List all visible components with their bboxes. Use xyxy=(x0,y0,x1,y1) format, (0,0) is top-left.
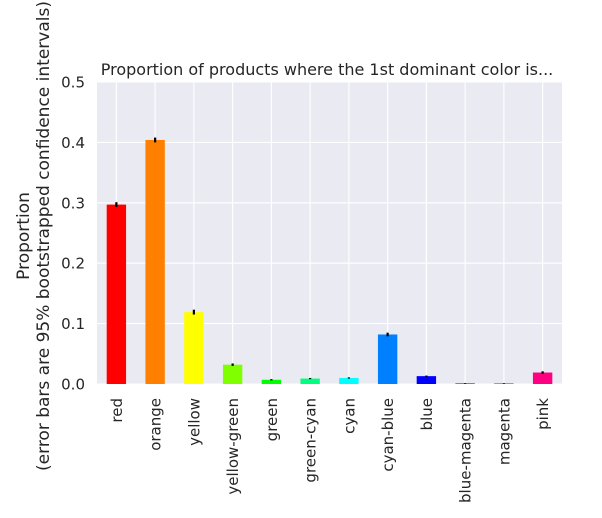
bar-green xyxy=(261,379,282,384)
y-tick-label: 0.3 xyxy=(61,194,85,212)
bars xyxy=(106,139,553,384)
bar-yellow-green xyxy=(222,364,243,384)
x-tick-label-pink: pink xyxy=(534,398,552,430)
x-tick-label-blue-magenta: blue-magenta xyxy=(457,398,475,503)
x-tick-label-magenta: magenta xyxy=(495,398,513,465)
bar-blue xyxy=(416,376,437,384)
y-tick-label: 0.4 xyxy=(61,134,85,152)
x-tick-label-orange: orange xyxy=(147,398,165,451)
x-tick-label-yellow: yellow xyxy=(185,398,203,446)
x-tick-label-green-cyan: green-cyan xyxy=(302,398,320,483)
bar-green-cyan xyxy=(300,378,320,384)
x-tick-label-cyan: cyan xyxy=(340,398,358,434)
x-tick-label-blue: blue xyxy=(418,398,436,430)
y-axis-label-line2: (error bars are 95% bootstrapped confide… xyxy=(34,1,54,471)
y-tick-label: 0.0 xyxy=(61,376,85,394)
x-tick-label-green: green xyxy=(263,398,281,441)
bar-orange xyxy=(145,139,165,384)
bar-cyan-blue xyxy=(377,334,398,384)
chart-title: Proportion of products where the 1st dom… xyxy=(101,60,554,79)
x-tick-label-yellow-green: yellow-green xyxy=(224,398,242,495)
x-tick-label-cyan-blue: cyan-blue xyxy=(379,398,397,472)
y-tick-label: 0.5 xyxy=(61,74,85,92)
bar-pink xyxy=(532,372,553,384)
y-tick-label: 0.1 xyxy=(61,315,85,333)
bar-cyan xyxy=(339,377,359,384)
x-tick-label-red: red xyxy=(108,398,126,423)
bar-yellow xyxy=(184,312,204,384)
y-tick-labels: 0.0 0.1 0.2 0.3 0.4 0.5 xyxy=(61,74,85,394)
bar-red xyxy=(106,204,127,384)
y-tick-label: 0.2 xyxy=(61,255,85,273)
error-bars xyxy=(115,137,544,384)
x-tick-labels: red orange yellow yellow-green green green-cy… xyxy=(108,398,552,503)
y-axis-label-line1: Proportion xyxy=(14,192,34,280)
plot-area xyxy=(97,82,562,384)
